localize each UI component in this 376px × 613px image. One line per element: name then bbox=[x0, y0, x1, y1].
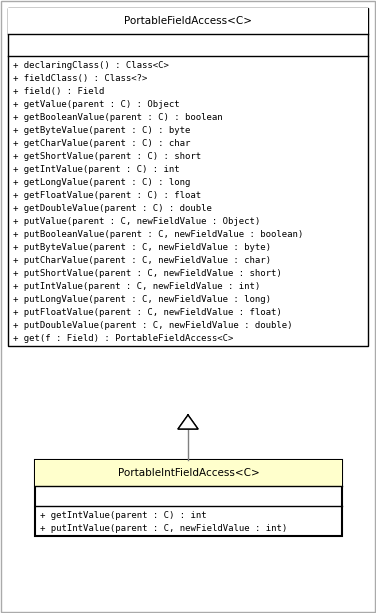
Text: + declaringClass() : Class<C>: + declaringClass() : Class<C> bbox=[13, 61, 169, 70]
Bar bbox=[35, 460, 342, 486]
Text: + putDoubleValue(parent : C, newFieldValue : double): + putDoubleValue(parent : C, newFieldVal… bbox=[13, 321, 293, 330]
Text: + getValue(parent : C) : Object: + getValue(parent : C) : Object bbox=[13, 101, 180, 109]
Text: + putShortValue(parent : C, newFieldValue : short): + putShortValue(parent : C, newFieldValu… bbox=[13, 269, 282, 278]
Text: + putValue(parent : C, newFieldValue : Object): + putValue(parent : C, newFieldValue : O… bbox=[13, 217, 260, 226]
Text: + putCharValue(parent : C, newFieldValue : char): + putCharValue(parent : C, newFieldValue… bbox=[13, 256, 271, 265]
Text: + putLongValue(parent : C, newFieldValue : long): + putLongValue(parent : C, newFieldValue… bbox=[13, 295, 271, 304]
Text: + putBooleanValue(parent : C, newFieldValue : boolean): + putBooleanValue(parent : C, newFieldVa… bbox=[13, 230, 303, 239]
Text: + getCharValue(parent : C) : char: + getCharValue(parent : C) : char bbox=[13, 139, 190, 148]
Text: + getIntValue(parent : C) : int: + getIntValue(parent : C) : int bbox=[13, 166, 180, 174]
Text: + putIntValue(parent : C, newFieldValue : int): + putIntValue(parent : C, newFieldValue … bbox=[40, 524, 287, 533]
Text: + getBooleanValue(parent : C) : boolean: + getBooleanValue(parent : C) : boolean bbox=[13, 113, 223, 123]
Text: + putIntValue(parent : C, newFieldValue : int): + putIntValue(parent : C, newFieldValue … bbox=[13, 283, 260, 291]
Text: + getLongValue(parent : C) : long: + getLongValue(parent : C) : long bbox=[13, 178, 190, 188]
Polygon shape bbox=[178, 415, 198, 429]
Text: + getByteValue(parent : C) : byte: + getByteValue(parent : C) : byte bbox=[13, 126, 190, 135]
Text: + getShortValue(parent : C) : short: + getShortValue(parent : C) : short bbox=[13, 152, 201, 161]
Text: + putFloatValue(parent : C, newFieldValue : float): + putFloatValue(parent : C, newFieldValu… bbox=[13, 308, 282, 318]
Text: + putByteValue(parent : C, newFieldValue : byte): + putByteValue(parent : C, newFieldValue… bbox=[13, 243, 271, 253]
Polygon shape bbox=[178, 415, 198, 429]
Text: + fieldClass() : Class<?>: + fieldClass() : Class<?> bbox=[13, 74, 147, 83]
Text: + getFloatValue(parent : C) : float: + getFloatValue(parent : C) : float bbox=[13, 191, 201, 200]
Bar bbox=[8, 8, 368, 34]
Text: + getDoubleValue(parent : C) : double: + getDoubleValue(parent : C) : double bbox=[13, 204, 212, 213]
Bar bbox=[35, 460, 342, 536]
Text: + get(f : Field) : PortableFieldAccess<C>: + get(f : Field) : PortableFieldAccess<C… bbox=[13, 334, 233, 343]
Text: PortableFieldAccess<C>: PortableFieldAccess<C> bbox=[124, 16, 252, 26]
Text: + getIntValue(parent : C) : int: + getIntValue(parent : C) : int bbox=[40, 511, 207, 520]
Text: + field() : Field: + field() : Field bbox=[13, 87, 105, 96]
Text: PortableIntFieldAccess<C>: PortableIntFieldAccess<C> bbox=[118, 468, 259, 478]
Bar bbox=[8, 8, 368, 346]
